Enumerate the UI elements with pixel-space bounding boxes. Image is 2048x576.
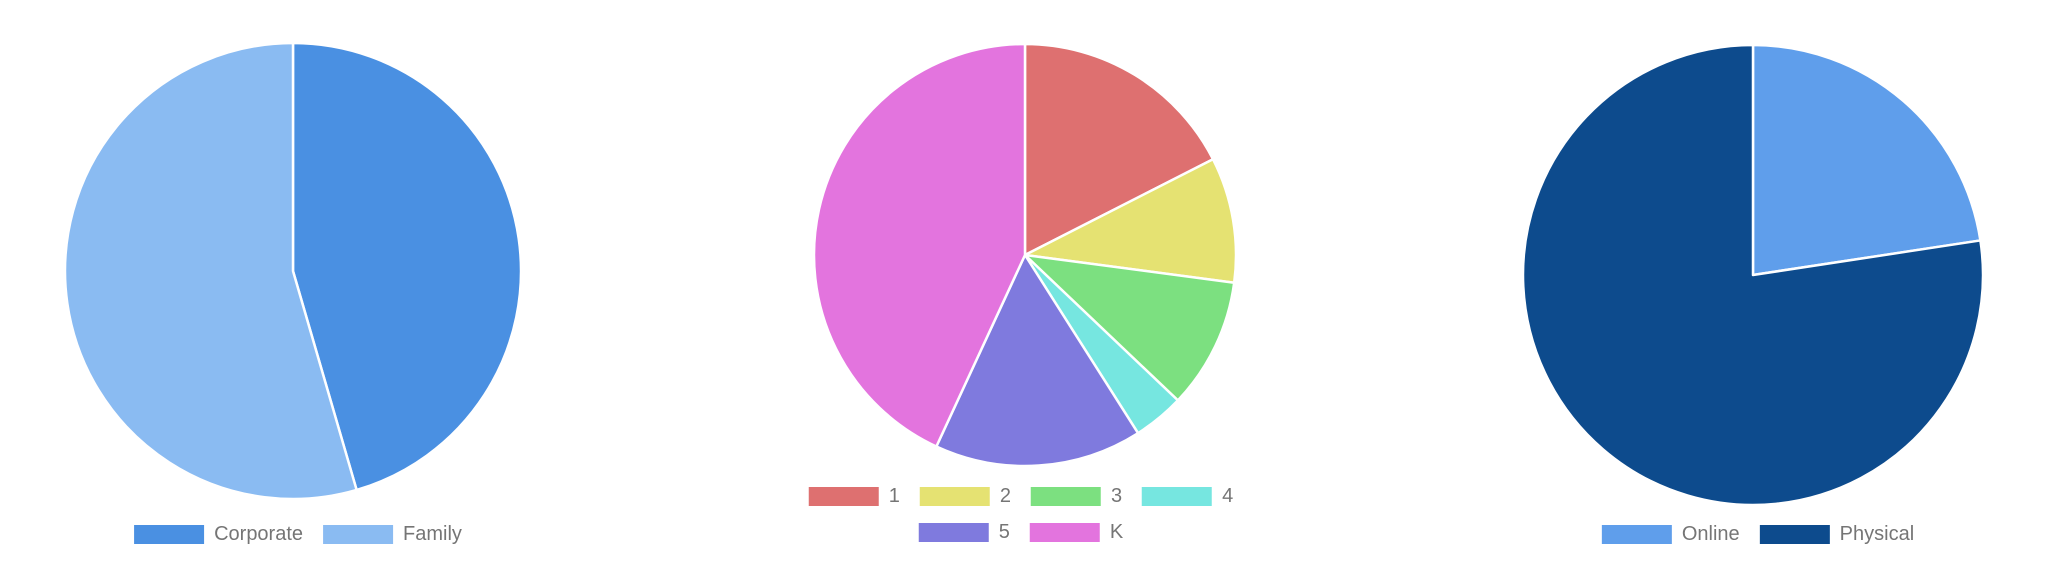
pie-2-slice-K[interactable]: [812, 42, 1027, 448]
pie-1-slice-Family[interactable]: [63, 41, 358, 501]
legend-label: Corporate: [214, 523, 304, 545]
legend-row: Online Physical: [1592, 523, 1924, 545]
legend-item-2: 2: [919, 485, 1011, 507]
legend-label: 4: [1222, 485, 1234, 507]
legend-swatch-Online: [1601, 525, 1672, 544]
legend-swatch-K: [1029, 523, 1100, 542]
legend-swatch-Physical: [1759, 525, 1830, 544]
legend-label: Family: [403, 523, 462, 545]
pie-2-slice-3[interactable]: [1023, 253, 1236, 402]
legend-swatch-Corporate: [134, 525, 205, 544]
pie-1-legend: Corporate Family: [124, 523, 472, 561]
legend-item-K: K: [1029, 521, 1124, 543]
pie-2-slice-1[interactable]: [1023, 42, 1215, 257]
legend-label: Physical: [1839, 523, 1915, 545]
legend-label: 5: [998, 521, 1010, 543]
legend-swatch-4: [1142, 487, 1213, 506]
legend-label: 1: [888, 485, 900, 507]
legend-swatch-5: [918, 523, 989, 542]
pie-3-slice-Physical[interactable]: [1521, 43, 1985, 507]
legend-item-Family: Family: [323, 523, 462, 545]
pie-2-slice-2[interactable]: [1023, 157, 1238, 285]
legend-item-5: 5: [918, 521, 1010, 543]
legend-swatch-1: [808, 487, 879, 506]
legend-label: 2: [999, 485, 1011, 507]
legend-label: K: [1109, 521, 1124, 543]
legend-item-4: 4: [1142, 485, 1234, 507]
legend-item-1: 1: [808, 485, 900, 507]
legend-item-Online: Online: [1601, 523, 1740, 545]
legend-row: 1 2 3 4: [799, 485, 1244, 507]
legend-item-Corporate: Corporate: [134, 523, 304, 545]
legend-swatch-Family: [323, 525, 394, 544]
pie-3-legend: Online Physical: [1592, 523, 1924, 561]
legend-swatch-3: [1031, 487, 1101, 506]
legend-swatch-2: [919, 487, 990, 506]
legend-item-3: 3: [1031, 485, 1123, 507]
legend-label: 3: [1111, 485, 1123, 507]
legend-label: Online: [1681, 523, 1740, 545]
legend-item-Physical: Physical: [1759, 523, 1915, 545]
legend-row: Corporate Family: [124, 523, 472, 545]
pie-1-slice-Corporate[interactable]: [291, 41, 523, 492]
pie-2-slice-5[interactable]: [935, 253, 1140, 468]
pie-3-slice-Online[interactable]: [1751, 43, 1982, 277]
